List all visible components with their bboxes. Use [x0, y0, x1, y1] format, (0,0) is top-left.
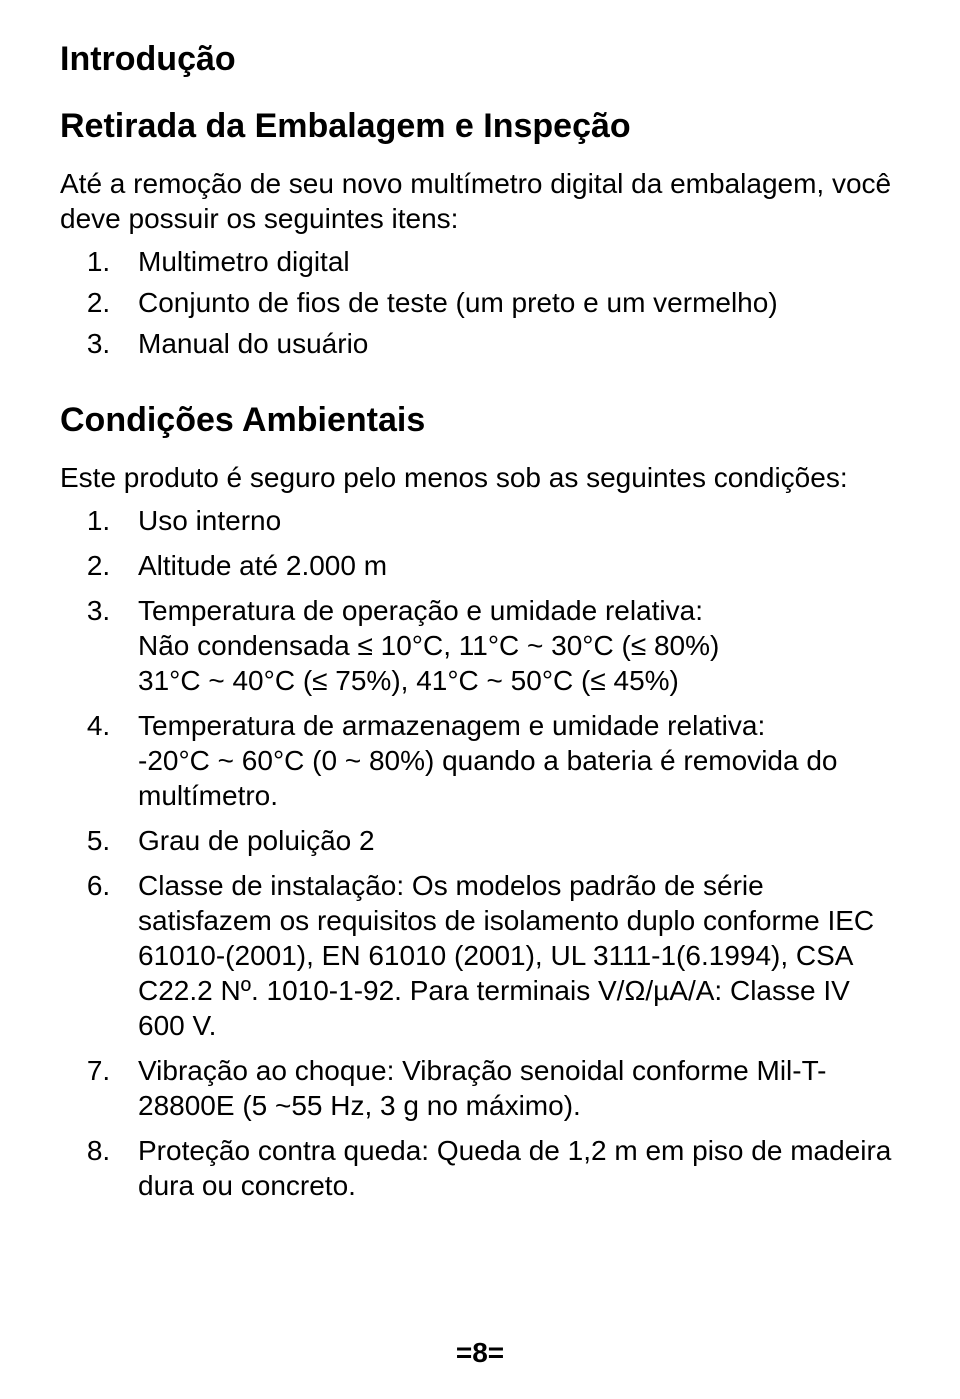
- section2-heading: Condições Ambientais: [60, 401, 900, 440]
- section1-list: Multimetro digital Conjunto de fios de t…: [60, 244, 900, 361]
- list-item: Proteção contra queda: Queda de 1,2 m em…: [118, 1133, 900, 1203]
- page-number: =8=: [0, 1337, 960, 1369]
- section2-list: Uso interno Altitude até 2.000 m Tempera…: [60, 503, 900, 1203]
- page-title: Introdução: [60, 40, 900, 79]
- list-item: Temperatura de operação e umidade relati…: [118, 593, 900, 698]
- document-page: Introdução Retirada da Embalagem e Inspe…: [0, 0, 960, 1399]
- list-item: Vibração ao choque: Vibração senoidal co…: [118, 1053, 900, 1123]
- list-item: Grau de poluição 2: [118, 823, 900, 858]
- section1-heading: Retirada da Embalagem e Inspeção: [60, 107, 900, 146]
- list-item: Multimetro digital: [118, 244, 900, 279]
- list-item: Classe de instalação: Os modelos padrão …: [118, 868, 900, 1043]
- list-item: Conjunto de fios de teste (um preto e um…: [118, 285, 900, 320]
- list-item: Uso interno: [118, 503, 900, 538]
- list-item: Temperatura de armazenagem e umidade rel…: [118, 708, 900, 813]
- section1-lead: Até a remoção de seu novo multímetro dig…: [60, 166, 900, 236]
- section2-lead: Este produto é seguro pelo menos sob as …: [60, 460, 900, 495]
- list-item: Manual do usuário: [118, 326, 900, 361]
- list-item: Altitude até 2.000 m: [118, 548, 900, 583]
